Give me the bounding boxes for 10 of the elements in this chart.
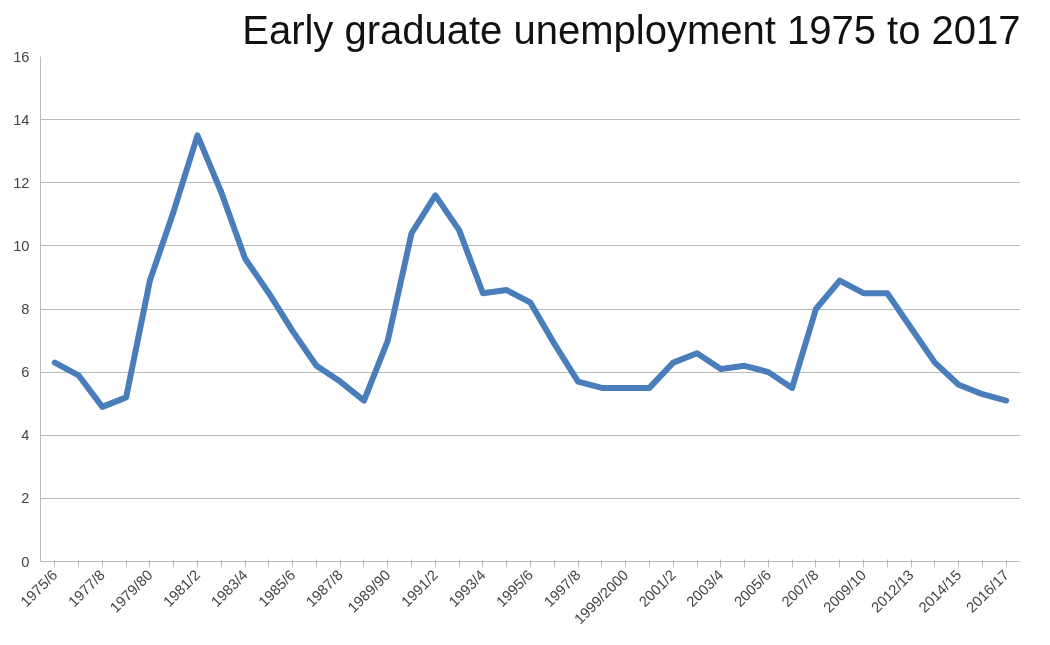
y-tick-label: 16 bbox=[13, 48, 30, 65]
y-tick-label: 10 bbox=[13, 237, 30, 254]
y-tick-label: 4 bbox=[21, 427, 30, 444]
y-tick-label: 6 bbox=[21, 364, 30, 381]
y-tick-label: 2 bbox=[21, 490, 30, 507]
y-tick-label: 0 bbox=[21, 553, 30, 570]
chart-title: Early graduate unemployment 1975 to 2017 bbox=[242, 7, 1021, 52]
y-tick-label: 12 bbox=[13, 174, 30, 191]
y-tick-label: 14 bbox=[13, 111, 30, 128]
y-tick-label: 8 bbox=[21, 301, 30, 317]
